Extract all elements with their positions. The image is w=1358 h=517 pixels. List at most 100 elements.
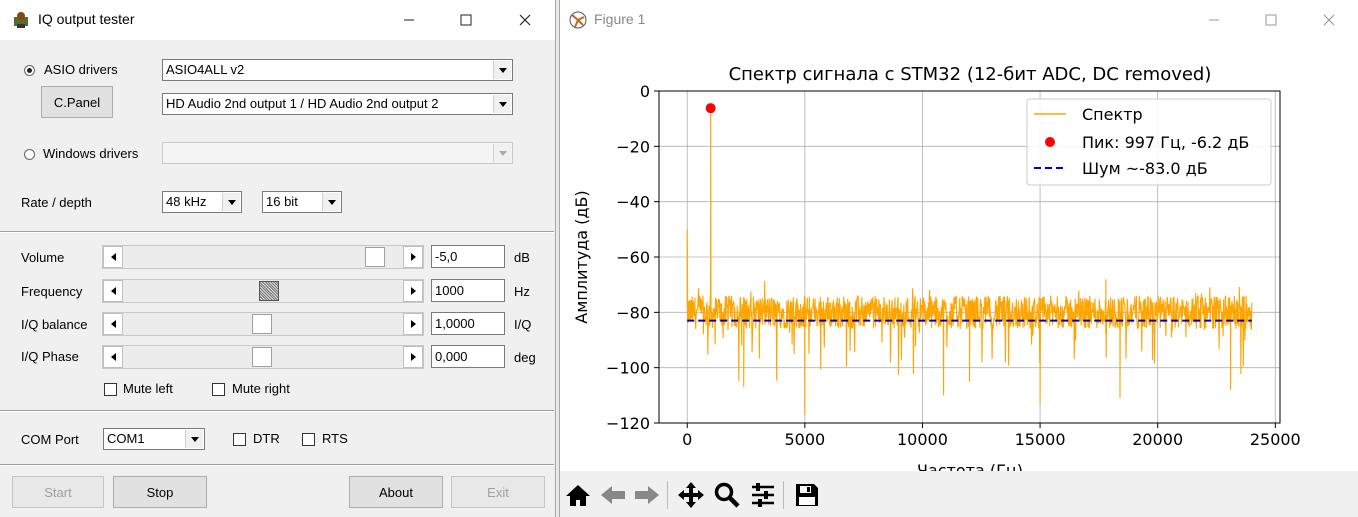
scroll-right-icon[interactable] (403, 280, 423, 302)
maximize-button[interactable] (437, 0, 495, 40)
zoom-icon[interactable] (712, 481, 742, 509)
y-axis-label: Амплитуда (дБ) (572, 190, 591, 323)
depth-select[interactable]: 16 bit (262, 191, 342, 213)
iq-balance-thumb[interactable] (252, 314, 272, 334)
figure-title: Figure 1 (594, 11, 646, 27)
chevron-down-icon (185, 430, 203, 448)
volume-label: Volume (21, 250, 65, 265)
scroll-right-icon[interactable] (403, 346, 423, 368)
rts-checkbox[interactable] (302, 433, 315, 446)
iq-balance-unit: I/Q (514, 317, 532, 332)
forward-icon[interactable] (632, 481, 662, 509)
app-icon (14, 12, 28, 28)
chevron-down-icon (322, 193, 340, 211)
close-icon (519, 14, 531, 26)
y-axis: 0 −20 −40 −60 −80 −100 −120 (606, 82, 659, 433)
chevron-down-icon (493, 144, 511, 162)
close-button[interactable] (1300, 0, 1358, 40)
toolbar-separator (783, 481, 784, 509)
iq-phase-input[interactable]: 0,000 (431, 345, 505, 368)
scroll-left-icon[interactable] (103, 313, 123, 335)
left-titlebar: IQ output tester (0, 0, 555, 40)
cpanel-button[interactable]: C.Panel (41, 86, 113, 118)
spectrum-line (686, 108, 1253, 415)
x-axis-label: Частота (Гц) (917, 461, 1023, 471)
depth-value: 16 bit (266, 194, 298, 209)
volume-unit: dB (514, 250, 530, 265)
iq-balance-slider[interactable] (102, 312, 424, 336)
scroll-left-icon[interactable] (103, 246, 123, 268)
peak-marker (705, 103, 716, 114)
scroll-right-icon[interactable] (403, 246, 423, 268)
mute-left-label: Mute left (123, 381, 173, 396)
volume-input[interactable]: -5,0 (431, 245, 505, 268)
frequency-input[interactable]: 1000 (431, 279, 505, 302)
dtr-checkbox[interactable] (233, 433, 246, 446)
iq-phase-slider[interactable] (102, 345, 424, 369)
x-tick-label: 10000 (897, 430, 948, 449)
x-tick-label: 5000 (784, 430, 825, 449)
chevron-down-icon (222, 193, 240, 211)
chevron-down-icon (493, 61, 511, 79)
divider (0, 231, 554, 233)
x-tick-label: 0 (682, 430, 692, 449)
exit-button[interactable]: Exit (451, 476, 545, 508)
dtr-label: DTR (253, 431, 280, 446)
x-tick-label: 25000 (1250, 430, 1301, 449)
volume-slider[interactable] (102, 245, 424, 269)
legend-peak-swatch (1045, 137, 1055, 147)
stop-button[interactable]: Stop (113, 476, 207, 508)
toolbar-separator (667, 481, 668, 509)
legend-box (1026, 98, 1272, 186)
maximize-icon (460, 14, 472, 26)
iq-phase-thumb[interactable] (252, 347, 272, 367)
frequency-slider[interactable] (102, 279, 424, 303)
about-button[interactable]: About (349, 476, 443, 508)
asio-radio[interactable] (24, 65, 35, 76)
chevron-down-icon (493, 95, 511, 113)
start-button[interactable]: Start (12, 476, 104, 508)
x-axis: 0 5000 10000 15000 20000 25000 (682, 423, 1301, 449)
scroll-right-icon[interactable] (403, 313, 423, 335)
com-port-select[interactable]: COM1 (103, 428, 205, 450)
asio-output-select[interactable]: HD Audio 2nd output 1 / HD Audio 2nd out… (162, 93, 513, 115)
minimize-icon (404, 19, 414, 21)
rate-select[interactable]: 48 kHz (162, 191, 242, 213)
legend-noise-label: Шум ~-83.0 дБ (1082, 159, 1208, 178)
scroll-left-icon[interactable] (103, 346, 123, 368)
maximize-button[interactable] (1242, 0, 1300, 40)
close-button[interactable] (496, 0, 554, 40)
configure-subplots-icon[interactable] (748, 481, 778, 509)
windows-driver-select[interactable] (162, 142, 513, 164)
scroll-left-icon[interactable] (103, 280, 123, 302)
iq-tester-window: IQ output tester ASIO drivers ASIO4ALL v… (0, 0, 556, 517)
asio-driver-select[interactable]: ASIO4ALL v2 (162, 59, 513, 81)
frequency-thumb[interactable] (259, 281, 279, 301)
iq-balance-input[interactable]: 1,0000 (431, 312, 505, 335)
com-port-label: COM Port (21, 432, 79, 447)
minimize-button[interactable] (380, 0, 438, 40)
minimize-icon (1209, 19, 1219, 21)
save-icon[interactable] (792, 481, 822, 509)
chart-legend: Спектр Пик: 997 Гц, -6.2 дБ Шум ~-83.0 д… (1026, 98, 1272, 186)
y-tick-label: 0 (640, 82, 650, 101)
figure-titlebar: Figure 1 (560, 0, 1358, 40)
back-icon[interactable] (598, 481, 628, 509)
iq-balance-label: I/Q balance (21, 317, 88, 332)
home-icon[interactable] (563, 481, 593, 509)
x-tick-label: 15000 (1015, 430, 1066, 449)
mute-right-checkbox[interactable] (212, 383, 225, 396)
spectrum-chart: Спектр сигнала с STM32 (12-бит ADC, DC r… (572, 64, 1301, 471)
minimize-button[interactable] (1185, 0, 1243, 40)
y-tick-label: −40 (616, 193, 650, 212)
mute-left-checkbox[interactable] (104, 383, 117, 396)
maximize-icon (1265, 14, 1277, 26)
plot-frame (658, 90, 1281, 424)
legend-spectrum-label: Спектр (1082, 105, 1143, 124)
windows-radio[interactable] (24, 149, 35, 160)
volume-thumb[interactable] (365, 247, 385, 267)
mute-right-label: Mute right (232, 381, 290, 396)
y-tick-label: −20 (616, 137, 650, 156)
rate-label: Rate / depth (21, 195, 92, 210)
pan-icon[interactable] (676, 481, 706, 509)
